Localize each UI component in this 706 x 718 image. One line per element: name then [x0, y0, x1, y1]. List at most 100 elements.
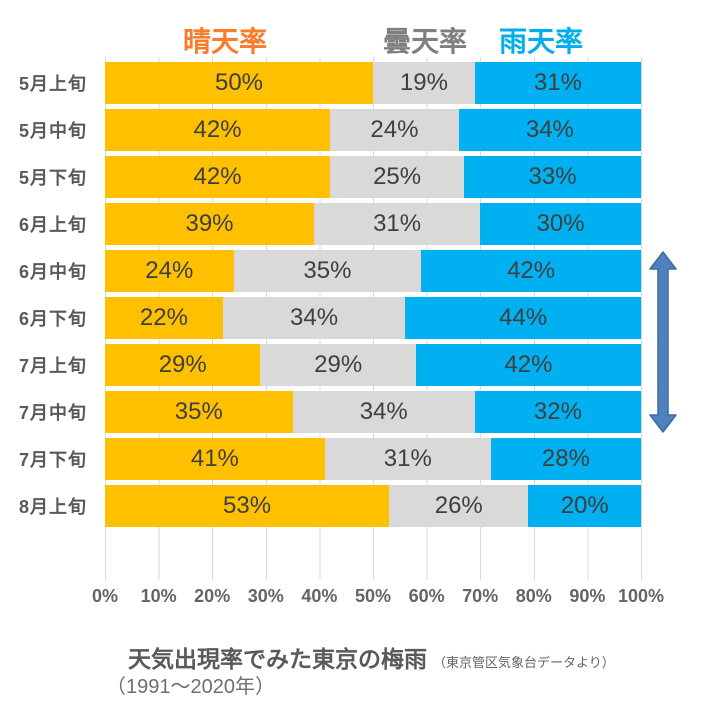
bar-value-label: 39%: [185, 210, 234, 237]
bar-segment-rainy: 44%: [405, 297, 641, 339]
x-tick-label: 70%: [462, 586, 499, 606]
bar-segment-rainy: 31%: [474, 62, 641, 104]
bar-segment-cloudy: 34%: [292, 391, 475, 433]
bar-segment-sunny: 53%: [105, 485, 390, 527]
bar-value-label: 31%: [533, 69, 582, 96]
bar-group: 29% 29% 42%: [105, 344, 641, 386]
bar-segment-sunny: 41%: [105, 438, 325, 480]
bar-value-label: 25%: [373, 163, 422, 190]
bar-segment-cloudy: 35%: [233, 250, 422, 292]
bar-segment-cloudy: 34%: [222, 297, 406, 339]
chart-row: 7月下旬 41% 31% 28%: [0, 438, 641, 480]
bar-segment-sunny: 22%: [105, 297, 223, 339]
bar-group: 42% 24% 34%: [105, 109, 641, 151]
bar-segment-sunny: 24%: [105, 250, 234, 292]
bar-segment-sunny: 42%: [105, 109, 331, 151]
bar-value-label: 42%: [193, 116, 242, 143]
x-tick-label: 20%: [194, 586, 231, 606]
chart-row: 5月上旬 50% 19% 31%: [0, 62, 641, 104]
x-tick-label: 90%: [569, 586, 606, 606]
chart-row: 6月上旬 39% 31% 30%: [0, 203, 641, 245]
chart-title-text: 天気出現率でみた東京の梅雨: [128, 646, 427, 672]
bar-segment-rainy: 34%: [458, 109, 641, 151]
chart-title-source: （東京管区気象台データより）: [433, 655, 615, 670]
bar-group: 53% 26% 20%: [105, 485, 641, 527]
x-tick-label: 50%: [354, 586, 392, 606]
bar-group: 41% 31% 28%: [105, 438, 641, 480]
bar-segment-rainy: 42%: [421, 250, 641, 292]
bar-segment-cloudy: 29%: [260, 344, 416, 386]
bar-value-label: 35%: [303, 257, 352, 284]
x-axis: 0% 10% 20% 30% 40% 50% 60% 70% 80% 90% 100%: [92, 586, 664, 610]
category-label: 7月下旬: [19, 450, 88, 470]
bar-segment-rainy: 20%: [528, 485, 641, 527]
x-tick-label: 40%: [301, 586, 338, 606]
bar-value-label: 24%: [370, 116, 419, 143]
bar-segment-rainy: 30%: [480, 203, 641, 245]
bar-segment-cloudy: 25%: [330, 156, 465, 198]
chart-row: 8月上旬 53% 26% 20%: [0, 485, 641, 527]
legend-sunny-label: 晴天率: [182, 26, 268, 57]
bar-value-label: 41%: [190, 445, 239, 472]
bar-value-label: 34%: [525, 116, 574, 143]
bar-segment-sunny: 29%: [105, 344, 261, 386]
bar-segment-sunny: 39%: [105, 203, 315, 245]
bar-value-label: 29%: [158, 351, 207, 378]
bar-segment-rainy: 28%: [490, 438, 641, 480]
bar-group: 42% 25% 33%: [105, 156, 641, 198]
bar-value-label: 50%: [214, 69, 264, 96]
chart-rows: 5月上旬 50% 19% 31% 5月中旬 42% 24% 34% 5月下旬 42% 25% 33% 6…: [0, 57, 641, 532]
bar-segment-cloudy: 19%: [373, 62, 475, 104]
bar-segment-rainy: 32%: [474, 391, 641, 433]
bar-group: 24% 35% 42%: [105, 250, 641, 292]
chart-title: 天気出現率でみた東京の梅雨 （東京管区気象台データより）: [128, 640, 615, 674]
bar-segment-cloudy: 26%: [389, 485, 529, 527]
category-label: 8月上旬: [19, 497, 88, 517]
category-label: 5月下旬: [19, 168, 88, 188]
legend-cloudy-label: 曇天率: [382, 26, 468, 57]
bar-value-label: 44%: [499, 304, 548, 331]
x-tick-label: 30%: [247, 586, 284, 606]
bar-group: 35% 34% 32%: [105, 391, 641, 433]
bar-group: 39% 31% 30%: [105, 203, 641, 245]
bar-segment-rainy: 42%: [415, 344, 641, 386]
chart-row: 5月下旬 42% 25% 33%: [0, 156, 641, 198]
bar-segment-sunny: 50%: [105, 62, 373, 104]
bar-value-label: 32%: [533, 398, 582, 425]
bar-segment-rainy: 33%: [464, 156, 641, 198]
bar-value-label: 31%: [373, 210, 422, 237]
arrow-shape: [649, 251, 677, 433]
bar-value-label: 30%: [536, 210, 585, 237]
chart-row: 7月中旬 35% 34% 32%: [0, 391, 641, 433]
bar-group: 50% 19% 31%: [105, 62, 641, 104]
bar-value-label: 34%: [359, 398, 408, 425]
bar-segment-cloudy: 24%: [330, 109, 459, 151]
category-label: 5月上旬: [19, 74, 88, 94]
chart-title-period: （1991〜2020年）: [106, 676, 275, 698]
bar-value-label: 34%: [290, 304, 339, 331]
bar-value-label: 19%: [399, 69, 448, 96]
category-label: 7月中旬: [19, 403, 88, 423]
x-tick-label: 100%: [617, 586, 665, 606]
bar-group: 22% 34% 44%: [105, 297, 641, 339]
bar-segment-cloudy: 31%: [314, 203, 481, 245]
category-label: 6月中旬: [19, 262, 88, 282]
chart-row: 7月上旬 29% 29% 42%: [0, 344, 641, 386]
bar-value-label: 31%: [383, 445, 432, 472]
chart-row: 5月中旬 42% 24% 34%: [0, 109, 641, 151]
bar-value-label: 35%: [174, 398, 223, 425]
x-tick-label: 0%: [91, 586, 119, 606]
bar-value-label: 42%: [193, 163, 242, 190]
x-tick-label: 10%: [140, 586, 177, 606]
bar-value-label: 42%: [504, 351, 553, 378]
bar-value-label: 24%: [145, 257, 194, 284]
chart-row: 6月下旬 22% 34% 44%: [0, 297, 641, 339]
bar-value-label: 22%: [139, 304, 188, 331]
bar-value-label: 26%: [434, 492, 483, 519]
x-tick-label: 60%: [408, 586, 445, 606]
rainy-season-arrow-icon: [649, 251, 677, 433]
bar-value-label: 28%: [541, 445, 590, 472]
legend-rainy-label: 雨天率: [498, 26, 584, 57]
bar-value-label: 29%: [314, 351, 363, 378]
